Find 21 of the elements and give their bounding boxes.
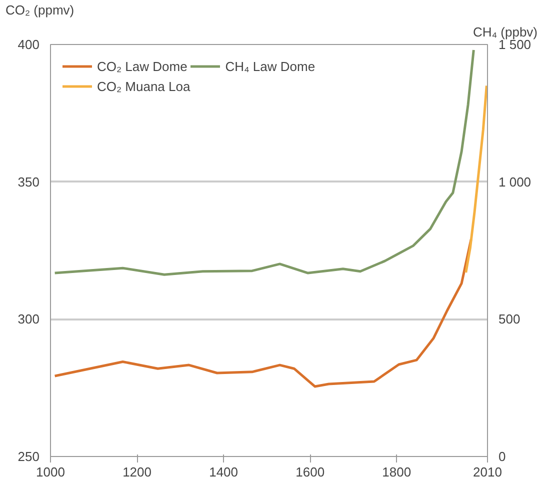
y2-axis-title: CH₄ (ppbv)	[472, 24, 538, 40]
line-series	[54, 48, 475, 276]
x-tick-label: 1400	[209, 464, 238, 480]
x-tick-label: 1000	[36, 464, 65, 480]
y-tick-label: 350	[18, 174, 40, 190]
legend-label: CO₂ Law Dome	[97, 58, 188, 74]
y-tick-label: 400	[18, 37, 40, 52]
y-axis-title: CO₂ (ppmv)	[6, 2, 74, 18]
y2-tick-label: 1 000	[498, 174, 532, 190]
y-tick-label: 250	[18, 449, 40, 464]
legend-label: CO₂ Muana Loa	[97, 78, 190, 94]
y-tick-label: 300	[18, 312, 40, 327]
x-tick-label: 2010	[473, 464, 502, 480]
legend-label: CH₄ Law Dome	[225, 58, 316, 74]
y2-tick-label: 500	[498, 312, 520, 327]
line-series	[464, 84, 488, 274]
x-tick-label: 1600	[296, 464, 325, 480]
x-tick-label: 1200	[122, 464, 152, 480]
x-tick-label: 1800	[382, 464, 412, 480]
line-series	[54, 238, 472, 388]
y2-tick-label: 0	[498, 449, 506, 464]
